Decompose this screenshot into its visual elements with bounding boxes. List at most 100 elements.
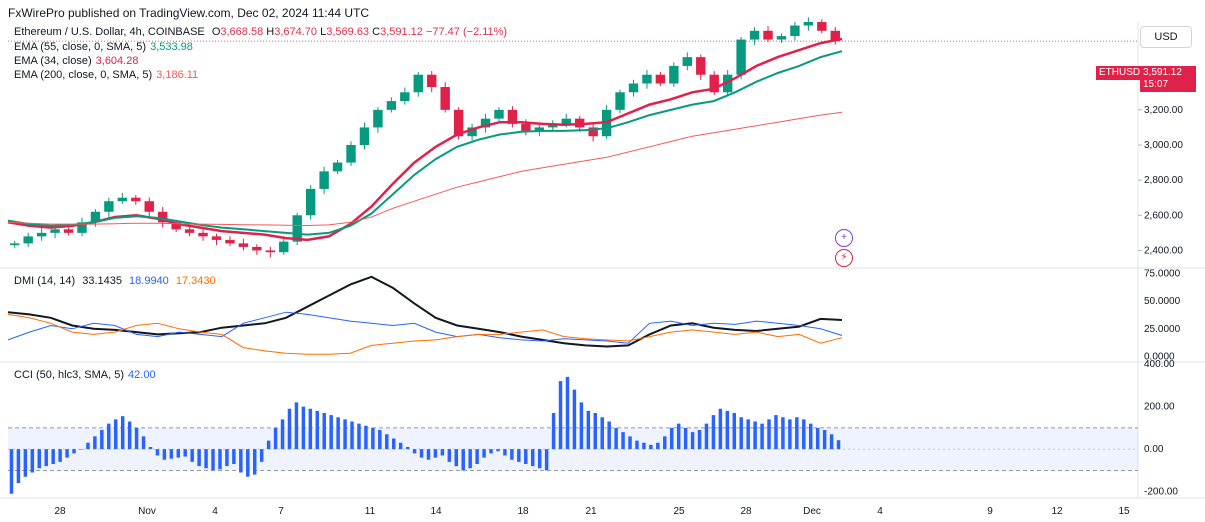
cci-bar (37, 449, 42, 469)
candle-body (279, 241, 289, 253)
x-tick-label: 28 (740, 506, 752, 517)
cci-bar (107, 423, 111, 450)
candle-body (655, 74, 666, 84)
candle-body (534, 127, 545, 131)
price-tick-label: 2,400.00 (1144, 245, 1183, 256)
cci-bar (690, 432, 695, 450)
candle-body (440, 87, 450, 110)
close-value: 3,591.12 (380, 26, 423, 38)
candle-body (63, 229, 74, 233)
legend-ema200[interactable]: EMA (200, close, 0, SMA, 5) 3,186.11 (14, 69, 199, 81)
cci-bar (732, 413, 737, 450)
x-tick-label: 15 (1118, 506, 1130, 517)
lightning-icon[interactable]: ⚡ (835, 249, 853, 267)
cci-bar (183, 449, 187, 457)
cci-bar (530, 449, 535, 467)
cci-bar (357, 423, 361, 450)
x-tick-label: 11 (365, 506, 376, 517)
cci-bar (371, 427, 375, 450)
cci-bar (308, 408, 313, 450)
cci-bar (426, 449, 431, 460)
last-price-tag: 3,591.12 (1140, 66, 1196, 80)
cci-bar (204, 449, 208, 469)
ema200-line (7, 111, 843, 227)
cci-bar (697, 430, 702, 450)
currency-button[interactable]: USD (1140, 26, 1192, 48)
candle-body (615, 92, 625, 110)
dmi-tick-label: 25.0000 (1144, 324, 1181, 335)
bar-countdown-tag: 15:07 (1140, 78, 1196, 92)
plus-circle-icon[interactable]: + (835, 229, 853, 247)
cci-bar (544, 449, 549, 471)
x-tick-label: 25 (673, 506, 685, 517)
candle-body (77, 222, 87, 233)
cci-bar (496, 449, 500, 452)
cci-bar (232, 449, 236, 464)
cci-bar (169, 449, 174, 459)
cci-bar (218, 449, 222, 470)
cci-bar (739, 417, 743, 450)
cci-bar (788, 419, 792, 450)
candle-body (467, 127, 477, 137)
candle-body (561, 118, 571, 124)
cci-bar (148, 447, 153, 450)
cci-bar (336, 417, 340, 450)
cci-bar (350, 421, 354, 450)
candle-body (184, 229, 195, 233)
candle-body (305, 188, 316, 216)
cci-bar (676, 423, 681, 450)
cci-bar (621, 432, 625, 450)
open-value: 3,668.58 (220, 26, 264, 38)
cci-bar (23, 449, 28, 477)
cci-bar (86, 442, 90, 450)
cci-bar (176, 449, 181, 458)
cci-bar (760, 423, 764, 450)
cci-bar (58, 449, 62, 462)
symbol-title: Ethereum / U.S. Dollar, 4h, COINBASE (14, 26, 205, 38)
candle-body (252, 246, 262, 251)
candle-body (736, 39, 746, 75)
candle-body (494, 109, 504, 119)
cci-bar (134, 427, 139, 450)
candle-body (332, 162, 343, 172)
legend-ema34[interactable]: EMA (34, close) 3,604.28 (14, 55, 139, 67)
cci-bar (391, 438, 396, 450)
cci-bar (767, 419, 771, 450)
x-tick-label: Nov (138, 506, 156, 517)
cci-bar (517, 449, 521, 462)
candle-body (628, 83, 639, 93)
cci-bar (155, 449, 160, 456)
cci-bar (378, 430, 382, 450)
dmi-tick-label: 75.0000 (1144, 269, 1181, 280)
low-value: 3,569.63 (326, 26, 370, 38)
legend-ema55[interactable]: EMA (55, close, 0, SMA, 5) 3,533.98 (14, 41, 193, 53)
dmi-tick-label: 50.0000 (1144, 296, 1181, 307)
cci-bar (162, 449, 167, 460)
cci-bar (683, 427, 688, 450)
legend-cci[interactable]: CCI (50, hlc3, SMA, 5) 42.00 (14, 369, 156, 381)
cci-bar (273, 427, 278, 450)
legend-dmi[interactable]: DMI (14, 14) 33.1435 18.9940 17.3430 (14, 275, 216, 287)
cci-bar (711, 415, 716, 450)
price-tick-label: 2,600.00 (1144, 210, 1183, 221)
candle-body (669, 65, 679, 84)
cci-bar (44, 449, 48, 467)
cci-bar (781, 417, 785, 450)
cci-bar (447, 449, 452, 462)
cci-bar (663, 436, 667, 450)
cci-bar (127, 421, 132, 450)
cci-bar (718, 408, 723, 450)
candle-body (749, 30, 760, 40)
cci-bar (537, 449, 542, 469)
price-tick-label: 2,800.00 (1144, 175, 1183, 186)
x-tick-label: 21 (585, 506, 597, 517)
cci-bar (120, 416, 125, 450)
candle-body (722, 74, 733, 93)
candle-body (238, 243, 249, 247)
candle-body (709, 74, 719, 93)
cci-bar (246, 449, 250, 477)
cci-bar (815, 427, 820, 450)
cci-bar (259, 449, 264, 462)
cci-bar (280, 419, 285, 450)
candle-body (386, 101, 397, 110)
